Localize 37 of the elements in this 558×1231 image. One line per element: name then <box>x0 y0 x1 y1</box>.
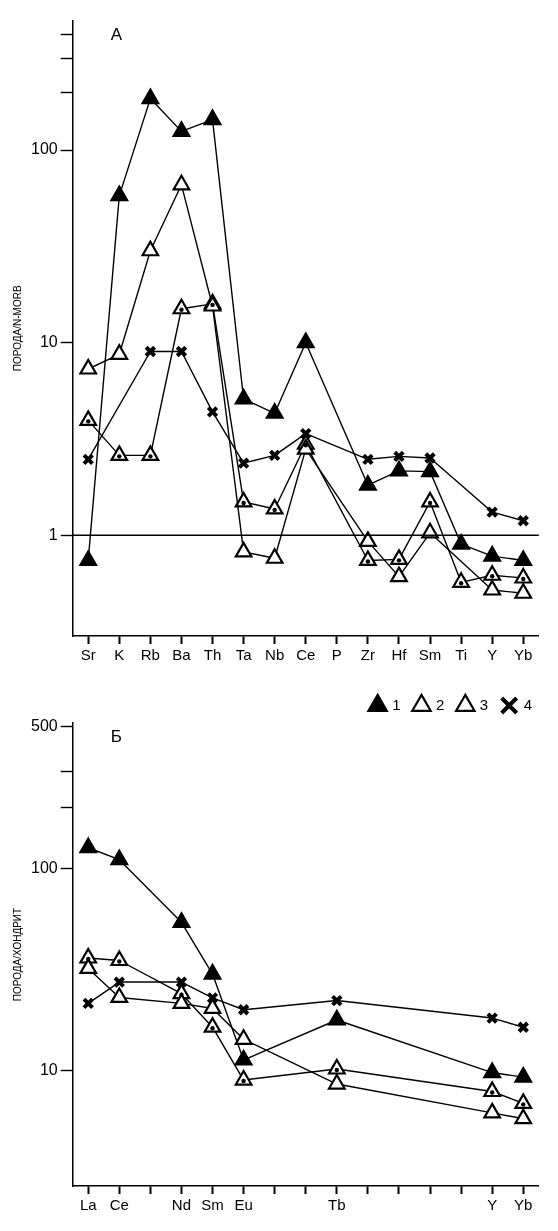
x-tick-label: Nd <box>171 1196 192 1214</box>
legend-label: 1 <box>392 695 401 713</box>
legend-label: 4 <box>523 695 532 713</box>
x-tick-label: K <box>114 646 125 664</box>
legend-label: 3 <box>479 695 489 713</box>
x-tick-label: Ce <box>296 646 316 664</box>
x-tick-label: Sm <box>201 1196 224 1214</box>
x-tick-label: Ce <box>109 1196 129 1214</box>
x-tick-label: Rb <box>140 646 160 664</box>
x-tick-label: Th <box>203 646 222 664</box>
annotation: Б <box>110 727 122 747</box>
annotation: А <box>110 24 123 44</box>
legend-label: 2 <box>435 695 445 713</box>
y-tick-label: 500 <box>30 716 58 734</box>
x-tick-label: Y <box>487 646 498 664</box>
y-tick-label: 100 <box>30 140 58 158</box>
x-tick-label: Sr <box>80 646 96 664</box>
x-tick-label: Ba <box>172 646 192 664</box>
y-axis-title: ПОРОДА/N-MORB <box>11 285 23 372</box>
y-tick-label: 100 <box>30 858 58 876</box>
x-tick-label: Eu <box>234 1196 253 1214</box>
x-tick-label: Zr <box>360 646 375 664</box>
x-tick-label: Nb <box>265 646 285 664</box>
x-tick-label: Y <box>487 1196 498 1214</box>
x-tick-label: Ta <box>235 646 253 664</box>
x-tick-label: Ti <box>455 646 468 664</box>
y-tick-label: 1 <box>48 525 58 543</box>
x-tick-label: Tb <box>328 1196 346 1214</box>
y-tick-label: 10 <box>39 333 58 351</box>
x-tick-label: Yb <box>514 646 533 664</box>
x-tick-label: La <box>79 1196 98 1214</box>
y-tick-label: 10 <box>39 1061 58 1079</box>
y-axis-title: ПОРОДА/ХОНДРИТ <box>11 907 23 1002</box>
x-tick-label: P <box>331 646 342 664</box>
x-tick-label: Sm <box>418 646 442 664</box>
x-tick-label: Yb <box>514 1196 533 1214</box>
x-tick-label: Hf <box>391 646 408 664</box>
